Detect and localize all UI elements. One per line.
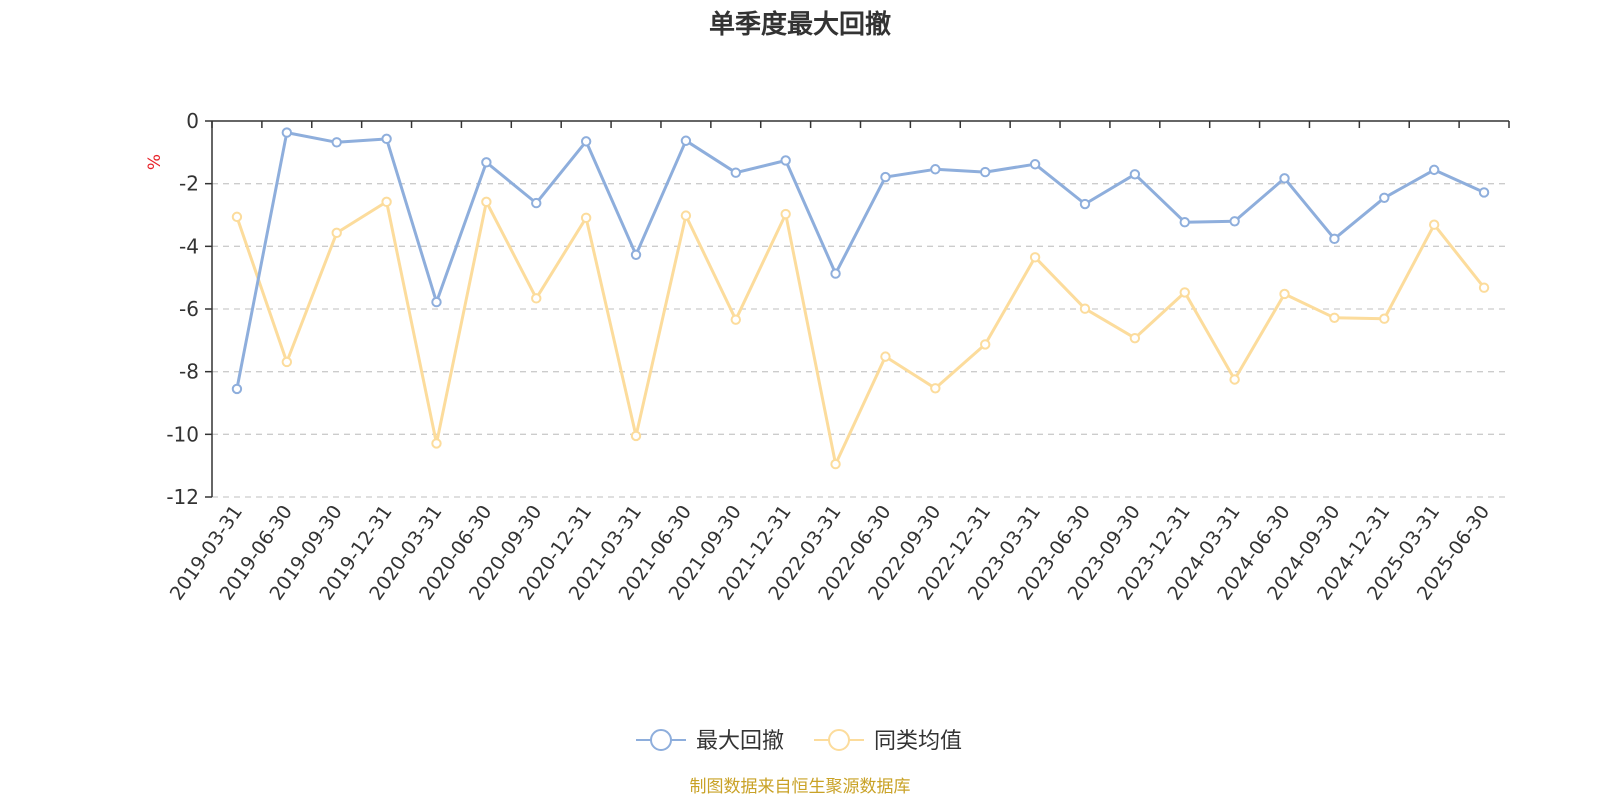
data-point[interactable] xyxy=(531,197,542,209)
data-point[interactable] xyxy=(1079,303,1091,314)
data-point[interactable] xyxy=(630,249,642,260)
data-point[interactable] xyxy=(1279,288,1290,300)
data-point[interactable] xyxy=(980,166,991,178)
data-point[interactable] xyxy=(880,351,891,362)
data-point[interactable] xyxy=(281,127,293,138)
legend-marker-icon xyxy=(828,729,850,751)
y-tick-label: -4 xyxy=(179,234,199,258)
data-point[interactable] xyxy=(481,157,492,168)
series-lines xyxy=(231,127,1490,470)
legend-marker-icon xyxy=(650,729,672,751)
data-point[interactable] xyxy=(1229,216,1240,227)
data-point[interactable] xyxy=(780,155,791,166)
y-tick-label: -12 xyxy=(166,485,199,509)
data-point[interactable] xyxy=(1029,159,1041,170)
data-point[interactable] xyxy=(880,171,891,183)
data-point[interactable] xyxy=(830,458,841,470)
data-point[interactable] xyxy=(231,383,243,395)
data-point[interactable] xyxy=(830,268,841,279)
data-point[interactable] xyxy=(531,293,542,304)
data-point[interactable] xyxy=(1379,313,1390,324)
data-point[interactable] xyxy=(630,430,642,442)
data-point[interactable] xyxy=(281,356,293,368)
data-point[interactable] xyxy=(331,137,342,148)
legend[interactable]: 最大回撤 同类均值 xyxy=(636,729,962,754)
data-point[interactable] xyxy=(381,133,392,145)
data-point[interactable] xyxy=(930,383,941,394)
data-point[interactable] xyxy=(231,211,243,223)
y-tick-label: -10 xyxy=(166,422,199,446)
data-point[interactable] xyxy=(331,227,342,239)
data-point[interactable] xyxy=(1329,312,1340,323)
grid-lines xyxy=(212,183,1509,498)
series-line xyxy=(235,200,1486,466)
data-point[interactable] xyxy=(1329,233,1340,245)
legend-item[interactable]: 最大回撤 xyxy=(636,729,784,754)
data-point[interactable] xyxy=(1229,374,1240,385)
legend-label: 最大回撤 xyxy=(696,729,784,754)
data-point[interactable] xyxy=(1428,219,1440,230)
data-point[interactable] xyxy=(680,210,692,221)
data-point[interactable] xyxy=(1179,287,1190,298)
data-point[interactable] xyxy=(1129,332,1141,344)
y-tick-label: -6 xyxy=(179,297,199,321)
data-point[interactable] xyxy=(481,196,492,208)
y-tick-label: 0 xyxy=(186,109,199,133)
data-point[interactable] xyxy=(1478,187,1490,198)
data-point[interactable] xyxy=(780,208,791,220)
chart-title: 单季度最大回撤 xyxy=(709,9,891,40)
data-point[interactable] xyxy=(930,164,941,175)
data-point[interactable] xyxy=(1279,173,1290,184)
series-line xyxy=(235,131,1485,390)
data-point[interactable] xyxy=(431,296,442,308)
data-point[interactable] xyxy=(580,212,592,224)
legend-item[interactable]: 同类均值 xyxy=(814,729,962,754)
y-tick-label: -2 xyxy=(179,172,199,196)
legend-label: 同类均值 xyxy=(874,729,962,754)
data-point[interactable] xyxy=(1129,169,1141,180)
data-point[interactable] xyxy=(580,136,592,147)
y-tick-label: -8 xyxy=(179,360,199,384)
data-point[interactable] xyxy=(1179,217,1190,228)
data-point[interactable] xyxy=(1079,198,1091,210)
data-source-note: 制图数据来自恒生聚源数据库 xyxy=(690,777,911,797)
series-1 xyxy=(231,196,1490,470)
data-point[interactable] xyxy=(1428,164,1440,176)
series-0 xyxy=(231,127,1490,395)
data-point[interactable] xyxy=(730,314,741,325)
data-point[interactable] xyxy=(1379,192,1390,203)
data-point[interactable] xyxy=(1478,282,1490,293)
data-point[interactable] xyxy=(1029,252,1041,263)
data-point[interactable] xyxy=(680,135,692,146)
data-point[interactable] xyxy=(431,438,442,449)
data-point[interactable] xyxy=(980,339,991,350)
y-axis-unit-label: % xyxy=(145,154,165,170)
data-point[interactable] xyxy=(381,196,392,208)
data-point[interactable] xyxy=(730,167,741,178)
